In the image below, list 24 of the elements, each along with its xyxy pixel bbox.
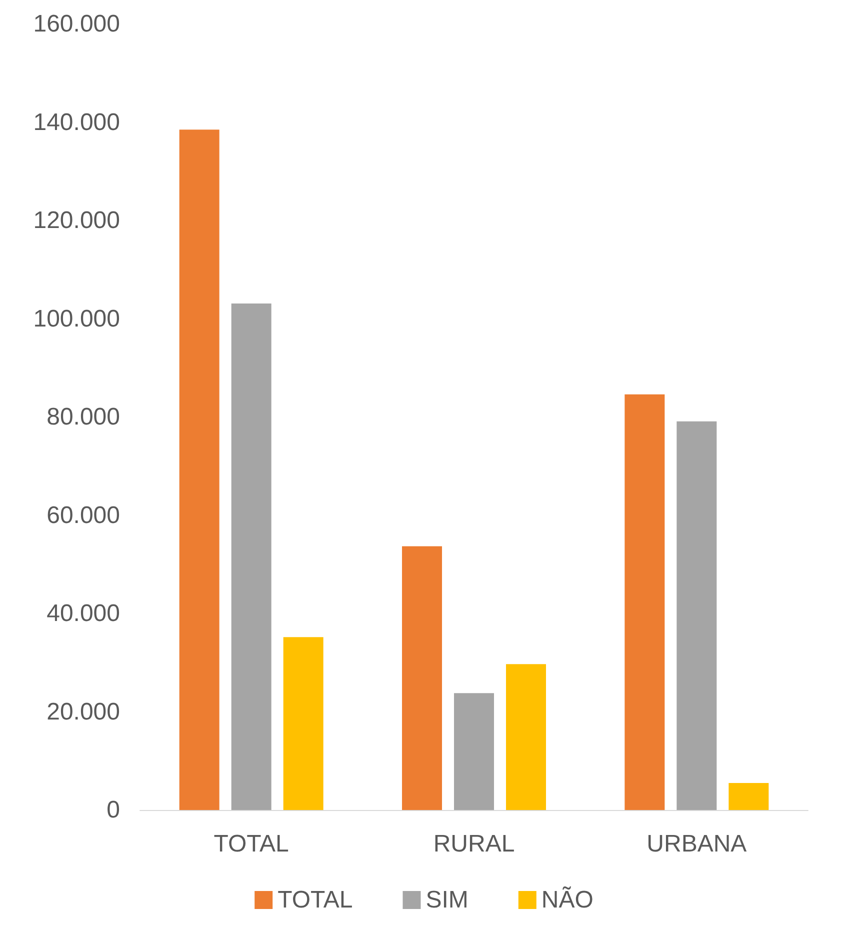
bar <box>506 664 546 810</box>
y-tick-label: 160.000 <box>33 10 120 38</box>
bar <box>179 130 220 810</box>
legend-label: TOTAL <box>278 886 353 914</box>
y-tick-label: 0 <box>106 796 120 824</box>
y-tick-label: 120.000 <box>33 207 120 234</box>
bar <box>402 546 442 810</box>
x-tick-label: URBANA <box>646 830 747 858</box>
y-tick-label: 80.000 <box>46 404 120 430</box>
y-tick-label: 60.000 <box>46 502 120 529</box>
bar <box>231 304 272 810</box>
bar <box>728 782 769 810</box>
y-tick-label: 20.000 <box>46 698 120 726</box>
y-tick-label: 100.000 <box>33 305 120 332</box>
legend-label: SIM <box>426 886 468 914</box>
x-tick-label: TOTAL <box>214 830 289 858</box>
y-tick-label: 40.000 <box>46 600 120 627</box>
x-tick-label: RURAL <box>433 830 515 858</box>
y-tick-label: 140.000 <box>33 108 120 136</box>
legend-label: NÃO <box>541 886 594 914</box>
bar <box>454 693 494 810</box>
bar <box>676 421 717 810</box>
bar <box>283 637 324 810</box>
bar <box>624 394 665 810</box>
